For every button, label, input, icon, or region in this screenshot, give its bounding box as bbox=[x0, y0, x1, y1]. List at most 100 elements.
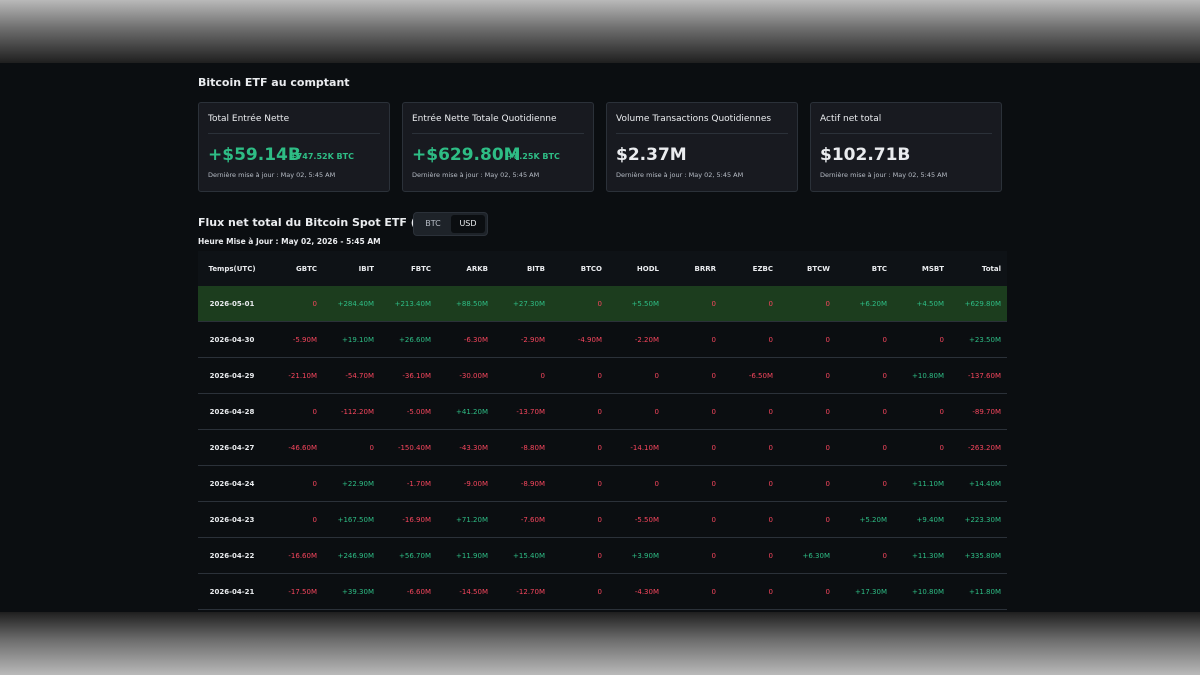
flow-cell: -4.30M bbox=[608, 573, 665, 610]
flow-cell: +41.20M bbox=[437, 393, 494, 430]
flow-cell: 0 bbox=[722, 393, 779, 430]
flow-cell: 0 bbox=[266, 286, 323, 322]
flow-cell: 0 bbox=[266, 501, 323, 538]
flow-cell: -6.30M bbox=[437, 321, 494, 358]
flow-cell: -9.00M bbox=[437, 465, 494, 502]
flows-table: Temps(UTC) GBTC IBIT FBTC ARKB BITB BTCO HODL BR… bbox=[198, 251, 1007, 610]
flow-cell: +11.30M bbox=[893, 537, 950, 574]
flow-cell: 0 bbox=[893, 393, 950, 430]
flow-cell: +26.60M bbox=[380, 321, 437, 358]
flow-cell: -46.60M bbox=[266, 429, 323, 466]
flow-cell: 0 bbox=[551, 357, 608, 394]
flow-cell: -2.90M bbox=[494, 321, 551, 358]
flow-cell: 0 bbox=[722, 465, 779, 502]
flow-cell: 0 bbox=[665, 501, 722, 538]
flow-cell: +10.80M bbox=[893, 573, 950, 610]
flow-cell: 0 bbox=[779, 393, 836, 430]
date-cell: 2026-04-23 bbox=[198, 501, 266, 538]
toggle-usd[interactable]: USD bbox=[451, 215, 485, 233]
card-label: Actif net total bbox=[820, 114, 882, 124]
table-row: 2026-04-24 0 +22.90M -1.70M -9.00M -8.90M 0 0 0 0… bbox=[198, 465, 1007, 502]
page-title: Bitcoin ETF au comptant bbox=[198, 76, 350, 89]
flow-cell: -16.90M bbox=[380, 501, 437, 538]
flow-cell: +6.20M bbox=[836, 286, 893, 322]
flow-cell: 0 bbox=[722, 573, 779, 610]
column-header: MSBT bbox=[893, 251, 950, 286]
table-row: 2026-04-22 -16.60M +246.90M +56.70M +11.90M +… bbox=[198, 537, 1007, 574]
card-sub-value: +747.52K BTC bbox=[290, 152, 354, 161]
flow-cell: 0 bbox=[551, 393, 608, 430]
flow-cell: -36.10M bbox=[380, 357, 437, 394]
flow-cell: 0 bbox=[779, 501, 836, 538]
date-cell: 2026-04-22 bbox=[198, 537, 266, 574]
flow-cell: +11.90M bbox=[437, 537, 494, 574]
flow-cell: +3.90M bbox=[608, 537, 665, 574]
flow-cell: 0 bbox=[665, 465, 722, 502]
flow-cell: -150.40M bbox=[380, 429, 437, 466]
toggle-btc[interactable]: BTC bbox=[425, 219, 441, 228]
column-header: BRRR bbox=[665, 251, 722, 286]
column-header: BITB bbox=[494, 251, 551, 286]
card-daily-net-inflow: Entrée Nette Totale Quotidienne +$629.80… bbox=[402, 102, 594, 192]
flow-cell: 0 bbox=[779, 465, 836, 502]
flow-cell: 0 bbox=[665, 321, 722, 358]
card-value: $2.37M bbox=[616, 145, 687, 165]
date-cell: 2026-04-21 bbox=[198, 573, 266, 610]
flow-cell: 0 bbox=[836, 465, 893, 502]
column-header: Total bbox=[950, 251, 1007, 286]
column-header: Temps(UTC) bbox=[198, 251, 266, 286]
flow-cell: 0 bbox=[551, 537, 608, 574]
flow-cell: +223.30M bbox=[950, 501, 1007, 538]
flow-cell: 0 bbox=[836, 321, 893, 358]
flow-cell: +19.10M bbox=[323, 321, 380, 358]
flow-cell: -7.60M bbox=[494, 501, 551, 538]
flow-cell: 0 bbox=[323, 429, 380, 466]
flow-cell: +39.30M bbox=[323, 573, 380, 610]
flow-cell: -54.70M bbox=[323, 357, 380, 394]
flow-cell: 0 bbox=[608, 393, 665, 430]
flow-cell: 0 bbox=[665, 393, 722, 430]
table-row: 2026-04-30 -5.90M +19.10M +26.60M -6.30M -2.9… bbox=[198, 321, 1007, 358]
column-header: FBTC bbox=[380, 251, 437, 286]
flux-title: Flux net total du Bitcoin Spot ETF (USD) bbox=[198, 216, 447, 229]
column-header: IBIT bbox=[323, 251, 380, 286]
flow-cell: -16.60M bbox=[266, 537, 323, 574]
flow-cell: -6.50M bbox=[722, 357, 779, 394]
flow-cell: +213.40M bbox=[380, 286, 437, 322]
update-time: Heure Mise à Jour : May 02, 2026 - 5:45 … bbox=[198, 237, 381, 246]
flow-cell: -14.50M bbox=[437, 573, 494, 610]
date-cell: 2026-04-30 bbox=[198, 321, 266, 358]
flow-cell: +246.90M bbox=[323, 537, 380, 574]
card-total-net-inflow: Total Entrée Nette +$59.14B +747.52K BTC… bbox=[198, 102, 390, 192]
flow-cell: -4.90M bbox=[551, 321, 608, 358]
flow-cell: 0 bbox=[665, 286, 722, 322]
table-header-row: Temps(UTC) GBTC IBIT FBTC ARKB BITB BTCO HODL BR… bbox=[198, 251, 1007, 286]
column-header: EZBC bbox=[722, 251, 779, 286]
table-row: 2026-04-28 0 -112.20M -5.00M +41.20M -13.70M 0… bbox=[198, 393, 1007, 430]
table-row: 2026-04-21 -17.50M +39.30M -6.60M -14.50M -12… bbox=[198, 573, 1007, 610]
date-cell: 2026-04-27 bbox=[198, 429, 266, 466]
flow-cell: 0 bbox=[665, 573, 722, 610]
flow-cell: 0 bbox=[722, 501, 779, 538]
flow-cell: 0 bbox=[722, 429, 779, 466]
flow-cell: 0 bbox=[779, 321, 836, 358]
flow-cell: 0 bbox=[722, 537, 779, 574]
card-value: +$59.14B bbox=[208, 145, 301, 165]
card-updated: Dernière mise à jour : May 02, 5:45 AM bbox=[208, 171, 336, 179]
flow-cell: +11.80M bbox=[950, 573, 1007, 610]
flow-cell: -43.30M bbox=[437, 429, 494, 466]
flow-cell: +27.30M bbox=[494, 286, 551, 322]
flow-cell: -21.10M bbox=[266, 357, 323, 394]
flow-cell: 0 bbox=[665, 357, 722, 394]
card-label: Total Entrée Nette bbox=[208, 114, 290, 124]
flow-cell: -5.00M bbox=[380, 393, 437, 430]
flow-cell: 0 bbox=[266, 465, 323, 502]
flow-cell: +10.80M bbox=[893, 357, 950, 394]
flow-cell: 0 bbox=[551, 573, 608, 610]
flow-cell: -17.50M bbox=[266, 573, 323, 610]
currency-toggle[interactable]: BTC USD bbox=[413, 212, 488, 236]
card-divider bbox=[208, 133, 380, 134]
flow-cell: +167.50M bbox=[323, 501, 380, 538]
flow-cell: -112.20M bbox=[323, 393, 380, 430]
column-header: BTC bbox=[836, 251, 893, 286]
